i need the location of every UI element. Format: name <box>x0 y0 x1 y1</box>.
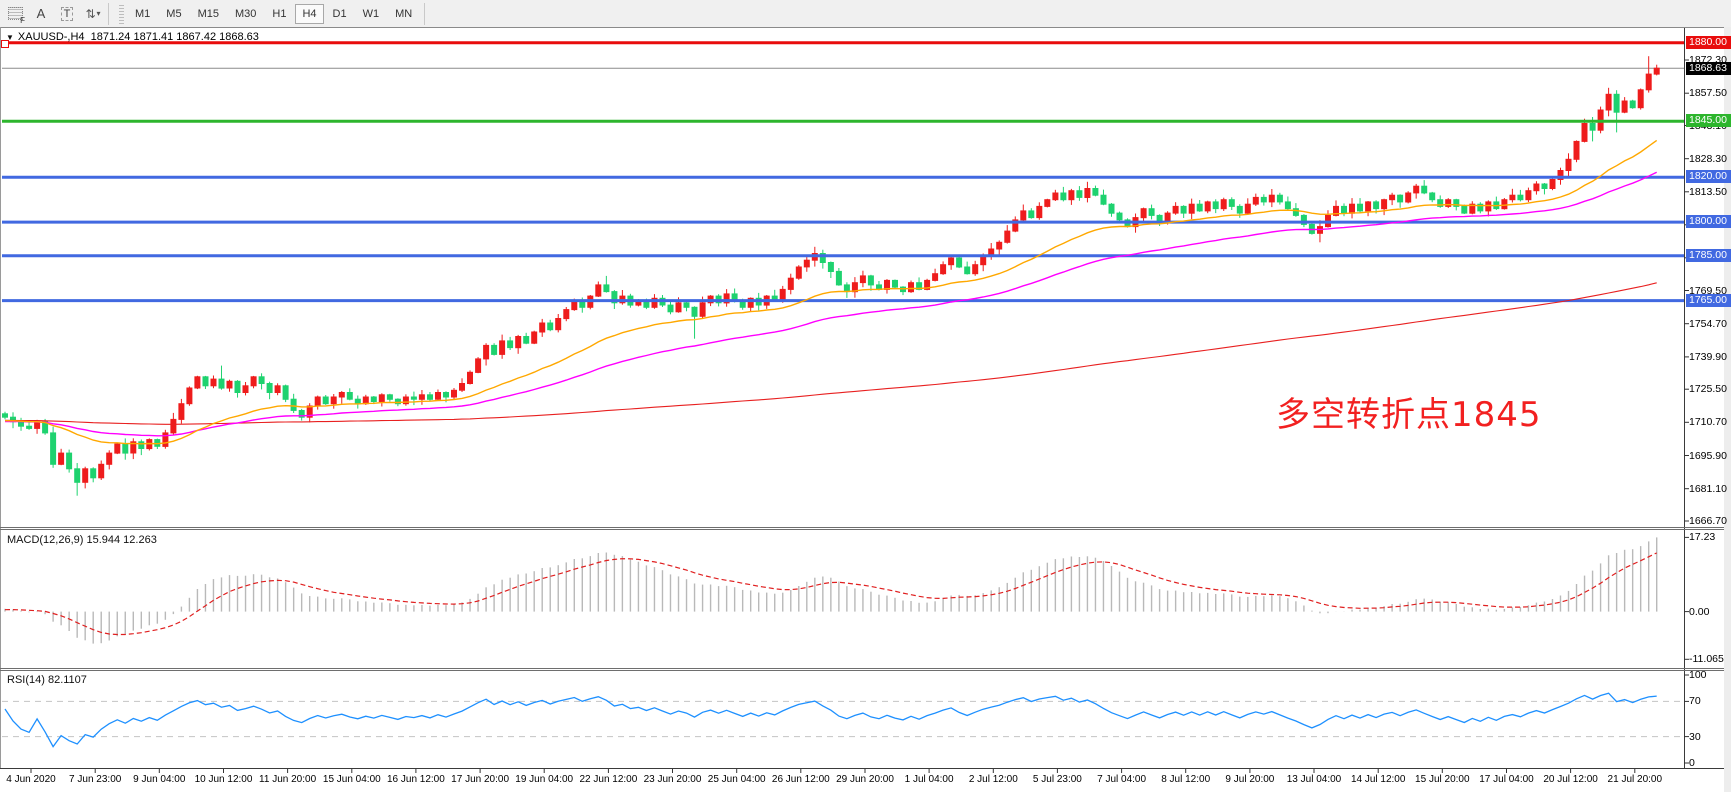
x-axis-label: 17 Jul 04:00 <box>1479 774 1534 785</box>
grid-f-label: F <box>20 15 25 25</box>
x-axis-label: 20 Jul 12:00 <box>1543 774 1598 785</box>
x-axis-label: 15 Jul 20:00 <box>1415 774 1470 785</box>
price-tick-label: 1725.50 <box>1689 383 1727 396</box>
rsi-tick-label: 70 <box>1689 695 1701 708</box>
annotation-text[interactable]: 多空转折点1845 <box>1276 395 1542 435</box>
x-axis-label: 15 Jun 04:00 <box>322 774 381 785</box>
main-chart-svg[interactable] <box>0 27 1731 792</box>
price-tick-label: 1666.70 <box>1689 515 1727 527</box>
timeframe-button-w1[interactable]: W1 <box>362 7 380 20</box>
macd-tick-label: -11.065 <box>1689 653 1724 666</box>
macd-tick-label: 0.00 <box>1689 605 1710 618</box>
toolbar-separator <box>108 2 109 25</box>
macd-layer <box>4 537 1658 644</box>
x-axis-label: 1 Jul 04:00 <box>904 774 954 785</box>
rsi-label: RSI(14) 82.1107 <box>7 674 87 686</box>
x-axis-label: 25 Jun 04:00 <box>707 774 766 785</box>
timeframe-button-mn[interactable]: MN <box>395 7 413 20</box>
dropdown-caret-icon: ▾ <box>96 9 101 18</box>
price-tick-label: 1813.50 <box>1689 185 1727 198</box>
timeframe-button-m1[interactable]: M1 <box>135 7 151 20</box>
grid-f-icon[interactable]: F <box>4 4 26 25</box>
x-axis-label: 7 Jul 04:00 <box>1097 774 1147 785</box>
window-edge <box>1724 27 1731 792</box>
x-axis-label: 9 Jun 04:00 <box>133 774 186 785</box>
x-axis-label: 10 Jun 12:00 <box>194 774 253 785</box>
macd-tick-label: 17.23 <box>1689 531 1716 544</box>
rsi-layer <box>2 692 1684 748</box>
price-tick-label: 1695.90 <box>1689 449 1727 462</box>
x-axis-label: 16 Jun 12:00 <box>386 774 445 785</box>
price-tick-label: 1681.10 <box>1689 482 1727 495</box>
annotate-a-icon[interactable]: A <box>36 6 46 21</box>
x-axis-label: 2 Jul 12:00 <box>968 774 1018 785</box>
price-tick-label: 1769.50 <box>1689 284 1727 297</box>
price-tick-label: 1857.50 <box>1689 87 1727 100</box>
x-axis-label: 13 Jul 04:00 <box>1286 774 1342 785</box>
timeframe-button-m15[interactable]: M15 <box>197 7 219 20</box>
x-axis-label: 8 Jul 12:00 <box>1161 774 1211 785</box>
x-axis-label: 19 Jun 04:00 <box>515 774 574 785</box>
grid-pattern <box>7 7 23 20</box>
price-tick-label: 1828.30 <box>1689 152 1727 165</box>
text-tool-icon[interactable]: T <box>56 4 78 24</box>
rsi-tick-label: 0 <box>1689 757 1695 769</box>
x-axis-label: 4 Jun 2020 <box>6 774 56 785</box>
level-label-1765.00[interactable]: 1765.00 <box>1686 293 1731 307</box>
timeframe-button-m30[interactable]: M30 <box>234 7 257 20</box>
candles-layer <box>2 41 1684 496</box>
toolbar: F A T ⇅ ▾ M1 M5 M15 M30 H1 H4 D1 W1 MN <box>0 0 1731 28</box>
chart-dropdown-icon[interactable]: ▼ <box>6 33 14 42</box>
x-axis-label: 23 Jun 20:00 <box>643 774 702 785</box>
x-axis-label: 21 Jul 20:00 <box>1607 774 1663 785</box>
macd-label: MACD(12,26,9) 15.944 12.263 <box>7 534 157 546</box>
timeframe-button-d1[interactable]: D1 <box>332 7 347 20</box>
price-tick-label: 1710.70 <box>1689 416 1727 429</box>
level-label-1800.00[interactable]: 1800.00 <box>1686 215 1731 229</box>
toolbar-separator <box>424 2 426 25</box>
toolbar-drag-handle[interactable] <box>119 3 124 24</box>
hline-drag-handle[interactable] <box>1 39 9 48</box>
x-axis-label: 9 Jul 20:00 <box>1225 774 1275 785</box>
timeframe-button-h4[interactable]: H4 <box>295 3 324 24</box>
x-axis-label: 5 Jul 23:00 <box>1032 774 1082 785</box>
symbol-title[interactable]: ▼ XAUUSD-,H4 1871.24 1871.41 1867.42 1868… <box>6 31 259 43</box>
symbol-ohlc-text: XAUUSD-,H4 1871.24 1871.41 1867.42 1868.… <box>17 31 259 43</box>
x-axis-label: 22 Jun 12:00 <box>579 774 638 785</box>
level-label-1880.00[interactable]: 1880.00 <box>1686 35 1731 49</box>
price-tick-label: 1754.70 <box>1689 317 1727 330</box>
indicator-arrows-icon[interactable]: ⇅ ▾ <box>85 6 101 21</box>
rsi-tick-label: 100 <box>1689 669 1707 681</box>
x-axis-label: 29 Jun 20:00 <box>836 774 894 785</box>
timeframe-group: M1 M5 M15 M30 H1 H4 D1 W1 MN <box>127 3 420 24</box>
current-price-label: 1868.63 <box>1686 61 1731 75</box>
level-label-1845.00[interactable]: 1845.00 <box>1686 114 1731 128</box>
chart-window: ▼ XAUUSD-,H4 1871.24 1871.41 1867.42 1868… <box>0 27 1731 792</box>
level-label-1820.00[interactable]: 1820.00 <box>1686 170 1731 184</box>
rsi-tick-label: 30 <box>1689 730 1701 743</box>
x-axis-label: 11 Jun 20:00 <box>259 774 317 785</box>
price-tick-label: 1739.90 <box>1689 350 1727 363</box>
x-axis-label: 7 Jun 23:00 <box>69 774 122 785</box>
x-axis-label: 14 Jul 12:00 <box>1350 774 1406 785</box>
x-axis-label: 17 Jun 20:00 <box>451 774 510 785</box>
x-axis-label: 26 Jun 12:00 <box>771 774 830 785</box>
timeframe-button-h1[interactable]: H1 <box>272 7 287 20</box>
timeframe-button-m5[interactable]: M5 <box>166 7 182 20</box>
level-label-1785.00[interactable]: 1785.00 <box>1686 248 1731 262</box>
